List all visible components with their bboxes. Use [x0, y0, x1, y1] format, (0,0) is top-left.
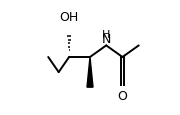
Text: N: N	[102, 33, 111, 45]
Text: OH: OH	[60, 11, 79, 24]
Text: H: H	[102, 30, 110, 40]
Polygon shape	[87, 58, 93, 87]
Text: O: O	[118, 90, 127, 103]
